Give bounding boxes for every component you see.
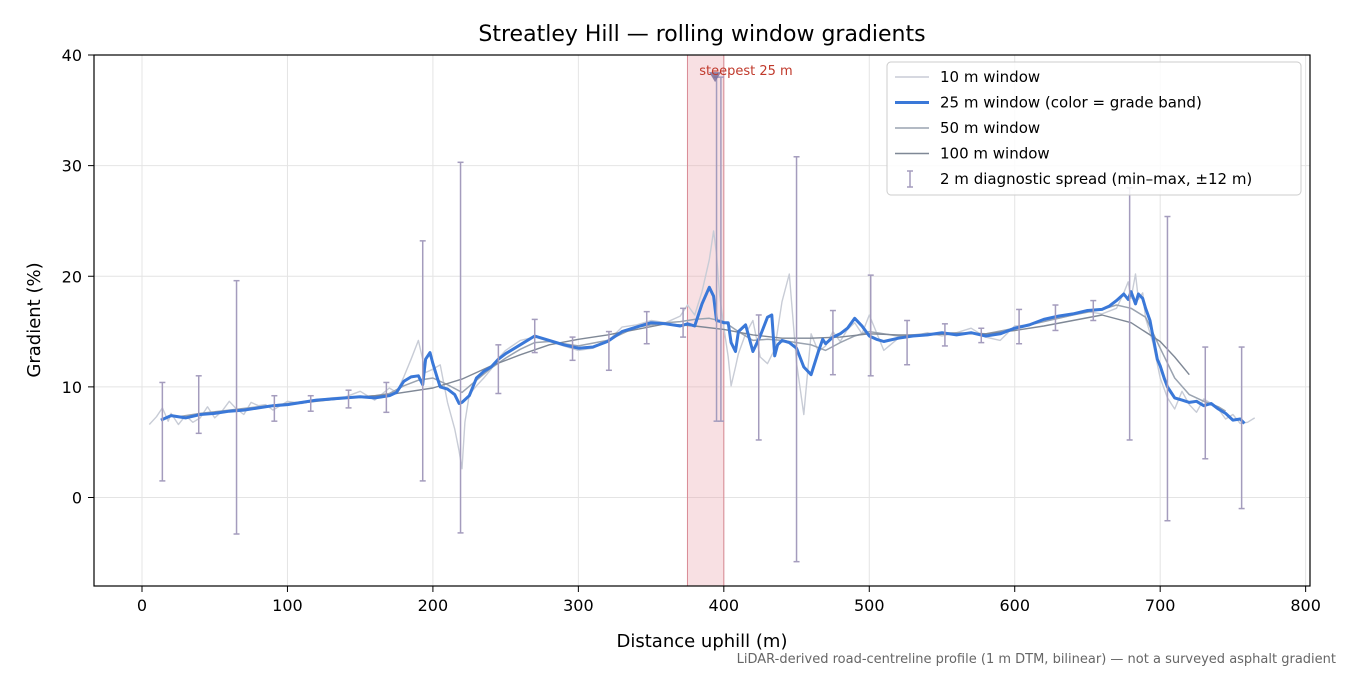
y-tick-label: 0 <box>72 489 82 508</box>
y-tick-label: 10 <box>62 378 82 397</box>
x-tick-label: 800 <box>1290 596 1321 615</box>
legend-entry: 50 m window <box>940 119 1040 137</box>
x-tick-label: 200 <box>418 596 449 615</box>
legend-entry: 100 m window <box>940 145 1050 163</box>
x-tick-label: 700 <box>1145 596 1176 615</box>
x-tick-label: 500 <box>854 596 885 615</box>
y-tick-label: 20 <box>62 267 82 286</box>
footnote: LiDAR-derived road-centreline profile (1… <box>736 652 1336 667</box>
x-tick-label: 600 <box>999 596 1030 615</box>
legend-entry: 2 m diagnostic spread (min–max, ±12 m) <box>940 170 1252 188</box>
plot-frame <box>93 54 1311 587</box>
axis-ticks: 0 100 200 300 400 500 600 700 800 0 10 20 30 40 <box>62 46 1321 615</box>
x-axis-label: Distance uphill (m) <box>617 631 788 652</box>
legend-box <box>886 61 1302 196</box>
x-tick-label: 300 <box>563 596 594 615</box>
x-tick-label: 0 <box>137 596 147 615</box>
x-tick-label: 100 <box>272 596 303 615</box>
series-group <box>148 72 1256 563</box>
steepest-annotation: steepest 25 m <box>699 64 792 79</box>
legend-entry: 10 m window <box>940 68 1040 86</box>
legend: 10 m window 25 m window (color = grade ba… <box>886 61 1302 196</box>
chart-title: Streatley Hill — rolling window gradient… <box>478 22 925 47</box>
y-tick-label: 30 <box>62 157 82 176</box>
y-tick-label: 40 <box>62 46 82 65</box>
y-axis-label: Gradient (%) <box>24 262 45 377</box>
x-tick-label: 400 <box>709 596 740 615</box>
steepest-marker <box>709 72 722 83</box>
legend-entry: 25 m window (color = grade band) <box>940 94 1202 112</box>
